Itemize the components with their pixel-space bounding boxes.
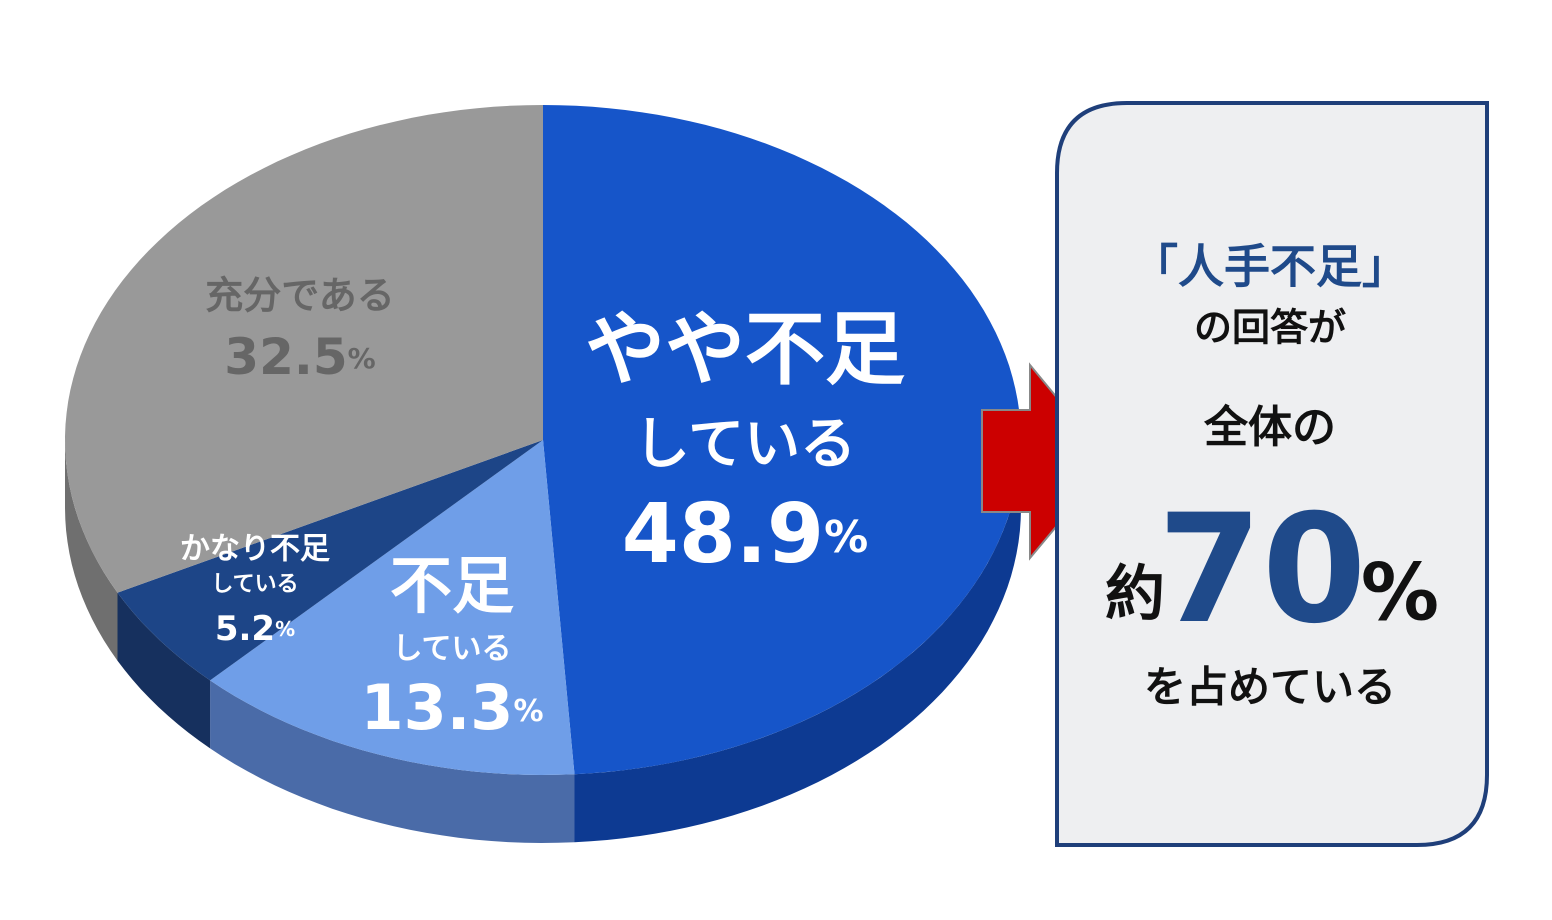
- callout-unit: %: [1361, 548, 1439, 638]
- slice-label: 不足: [390, 549, 514, 622]
- slice-side: [210, 680, 575, 843]
- callout-closing: を占めている: [1144, 663, 1396, 712]
- slice: [543, 105, 1021, 775]
- slice: [117, 440, 543, 681]
- slice-label: している: [392, 632, 511, 667]
- value-label: 48.9%: [622, 487, 868, 582]
- value-unit: %: [824, 512, 868, 563]
- slice: [65, 105, 543, 593]
- slice-label: 充分である: [205, 274, 395, 318]
- slice-side: [117, 592, 211, 749]
- value-label: 5.2%: [215, 609, 295, 649]
- value-unit: %: [275, 617, 295, 641]
- callout-box: [1055, 101, 1489, 847]
- callout-figure: 70: [1158, 483, 1367, 657]
- value-number: 5.2: [215, 609, 275, 649]
- slice-side: [65, 440, 118, 661]
- callout-line: 全体の: [1203, 402, 1336, 453]
- value-label: 13.3%: [360, 671, 543, 744]
- slice-side: [574, 440, 1021, 843]
- value-number: 32.5: [224, 328, 347, 386]
- slice-label: やや不足: [585, 303, 905, 396]
- value-number: 48.9: [622, 487, 824, 582]
- slice-label: している: [634, 412, 856, 477]
- value-label: 32.5%: [224, 328, 375, 386]
- callout-prefix: 約: [1105, 560, 1165, 630]
- callout-title: 「人手不足」: [1132, 240, 1408, 294]
- pie: やや不足している48.9%不足している13.3%かなり不足している5.2%充分で…: [65, 105, 1021, 843]
- slice-label: かなり不足: [180, 532, 330, 567]
- slice: [210, 440, 575, 775]
- callout-subtitle: の回答が: [1194, 306, 1346, 350]
- slice-label: している: [211, 572, 298, 597]
- value-unit: %: [513, 694, 543, 729]
- value-number: 13.3: [360, 671, 513, 744]
- value-unit: %: [348, 342, 376, 375]
